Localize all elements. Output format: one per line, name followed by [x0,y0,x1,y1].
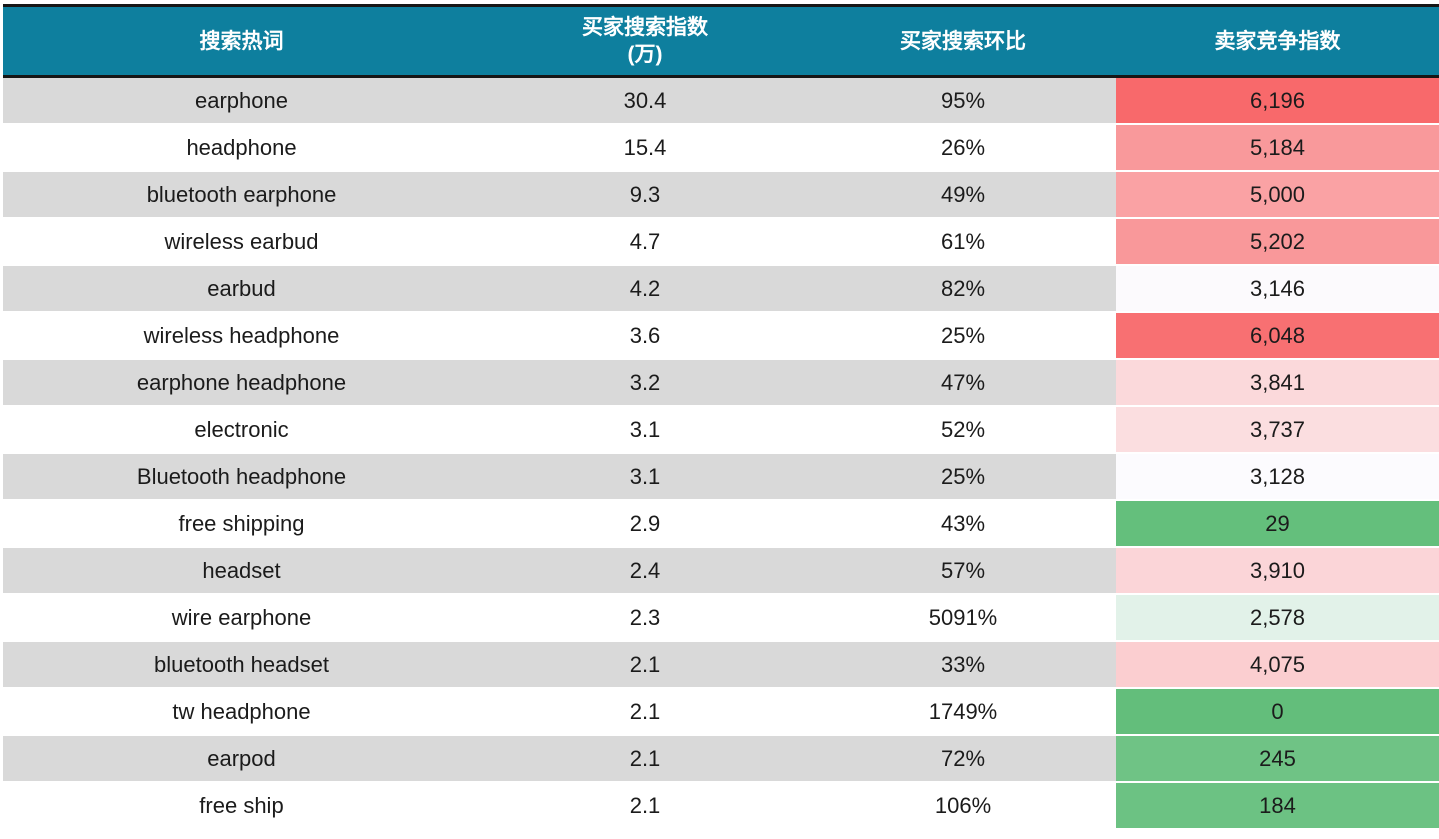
competition-cell: 3,128 [1116,453,1439,501]
search-mom-cell: 47% [810,359,1116,407]
search-mom-cell: 72% [810,735,1116,783]
keyword-cell: Bluetooth headphone [3,453,480,501]
search-index-cell: 2.1 [480,735,810,783]
table-row: tw headphone 2.1 1749% 0 [3,688,1439,736]
search-index-cell: 3.1 [480,406,810,454]
competition-cell: 2,578 [1116,594,1439,642]
competition-cell: 245 [1116,735,1439,783]
keyword-cell: earpod [3,735,480,783]
search-index-cell: 4.7 [480,218,810,266]
search-index-cell: 3.6 [480,312,810,360]
keyword-cell: earphone headphone [3,359,480,407]
table-row: wireless earbud 4.7 61% 5,202 [3,218,1439,266]
search-index-cell: 3.1 [480,453,810,501]
search-mom-cell: 33% [810,641,1116,689]
table-row: Bluetooth headphone 3.1 25% 3,128 [3,453,1439,501]
table-header: 搜索热词 买家搜索指数 (万) 买家搜索环比 卖家竞争指数 [3,4,1439,78]
keyword-cell: wireless headphone [3,312,480,360]
keyword-cell: earbud [3,265,480,313]
competition-cell: 5,184 [1116,124,1439,172]
column-header-label: 搜索热词 [199,29,284,53]
search-mom-cell: 106% [810,782,1116,830]
keyword-cell: wireless earbud [3,218,480,266]
competition-cell: 3,910 [1116,547,1439,595]
competition-cell: 4,075 [1116,641,1439,689]
keyword-cell: electronic [3,406,480,454]
keyword-cell: tw headphone [3,688,480,736]
search-index-cell: 2.3 [480,594,810,642]
competition-cell: 3,841 [1116,359,1439,407]
table-row: wire earphone 2.3 5091% 2,578 [3,594,1439,642]
table-row: headphone 15.4 26% 5,184 [3,124,1439,172]
competition-cell: 0 [1116,688,1439,736]
table-row: earphone headphone 3.2 47% 3,841 [3,359,1439,407]
table-row: headset 2.4 57% 3,910 [3,547,1439,595]
keyword-cell: headphone [3,124,480,172]
search-mom-cell: 95% [810,76,1116,125]
search-mom-cell: 43% [810,500,1116,548]
column-header-search-index: 买家搜索指数 (万) [480,4,810,78]
search-mom-cell: 52% [810,406,1116,454]
header-row: 搜索热词 买家搜索指数 (万) 买家搜索环比 卖家竞争指数 [3,4,1439,78]
search-index-cell: 2.4 [480,547,810,595]
table-row: electronic 3.1 52% 3,737 [3,406,1439,454]
keyword-cell: bluetooth headset [3,641,480,689]
column-header-unit: (万) [627,43,663,66]
competition-cell: 184 [1116,782,1439,830]
search-mom-cell: 82% [810,265,1116,313]
column-header-label: 买家搜索环比 [900,29,1026,53]
search-index-cell: 2.1 [480,782,810,830]
competition-cell: 3,737 [1116,406,1439,454]
keyword-cell: bluetooth earphone [3,171,480,219]
column-header-label: 买家搜索指数 [582,16,708,39]
column-header-competition: 卖家竞争指数 [1116,4,1439,78]
search-index-cell: 4.2 [480,265,810,313]
search-index-cell: 3.2 [480,359,810,407]
column-header-keyword: 搜索热词 [3,4,480,78]
competition-cell: 6,048 [1116,312,1439,360]
keyword-cell: free ship [3,782,480,830]
search-index-cell: 2.9 [480,500,810,548]
keyword-cell: earphone [3,76,480,125]
competition-cell: 29 [1116,500,1439,548]
search-mom-cell: 61% [810,218,1116,266]
table-row: wireless headphone 3.6 25% 6,048 [3,312,1439,360]
table-row: free ship 2.1 106% 184 [3,782,1439,830]
table-row: earpod 2.1 72% 245 [3,735,1439,783]
search-index-cell: 15.4 [480,124,810,172]
search-mom-cell: 57% [810,547,1116,595]
table-row: earbud 4.2 82% 3,146 [3,265,1439,313]
table-row: bluetooth headset 2.1 33% 4,075 [3,641,1439,689]
table-body: earphone 30.4 95% 6,196 headphone 15.4 2… [3,76,1439,830]
search-mom-cell: 5091% [810,594,1116,642]
column-header-label: 卖家竞争指数 [1214,29,1341,53]
search-mom-cell: 49% [810,171,1116,219]
keyword-cell: headset [3,547,480,595]
search-mom-cell: 26% [810,124,1116,172]
competition-cell: 5,000 [1116,171,1439,219]
competition-cell: 6,196 [1116,76,1439,125]
search-index-cell: 9.3 [480,171,810,219]
search-index-cell: 2.1 [480,641,810,689]
search-mom-cell: 25% [810,312,1116,360]
keyword-cell: free shipping [3,500,480,548]
table-row: free shipping 2.9 43% 29 [3,500,1439,548]
search-mom-cell: 1749% [810,688,1116,736]
keyword-cell: wire earphone [3,594,480,642]
competition-cell: 5,202 [1116,218,1439,266]
table-row: bluetooth earphone 9.3 49% 5,000 [3,171,1439,219]
search-index-cell: 2.1 [480,688,810,736]
table-row: earphone 30.4 95% 6,196 [3,76,1439,125]
column-header-search-mom: 买家搜索环比 [810,4,1116,78]
hotword-table: 搜索热词 买家搜索指数 (万) 买家搜索环比 卖家竞争指数 earphone 3… [3,4,1439,830]
search-index-cell: 30.4 [480,76,810,125]
hotword-table-container: 搜索热词 买家搜索指数 (万) 买家搜索环比 卖家竞争指数 earphone 3… [3,4,1439,830]
search-mom-cell: 25% [810,453,1116,501]
competition-cell: 3,146 [1116,265,1439,313]
